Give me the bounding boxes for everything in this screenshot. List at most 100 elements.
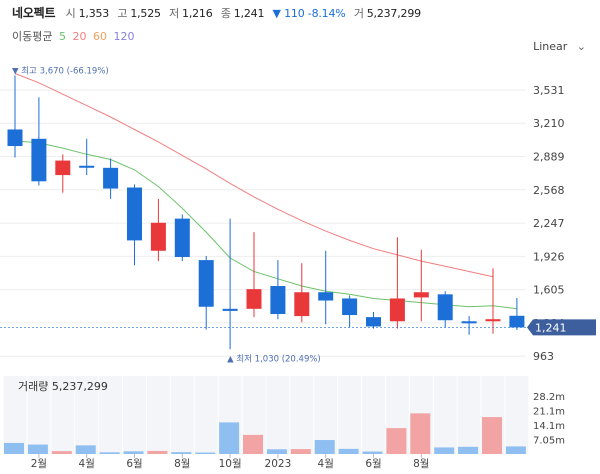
candle — [461, 316, 477, 335]
price-grid — [0, 89, 526, 357]
candle-body — [55, 160, 71, 176]
x-tick-label: 6월 — [365, 458, 381, 470]
candle-body — [222, 308, 238, 311]
volume-band — [290, 376, 314, 454]
volume-axis: 28.2m 21.1m 14.1m 7.05m — [533, 392, 565, 446]
volume-bar — [482, 417, 502, 454]
candle-body — [7, 129, 23, 147]
open-label: 시 — [65, 7, 76, 20]
candle-body — [294, 292, 310, 317]
time-axis: 2월 4월 6월 8월 10월 2023 4월 6월 8월 — [31, 454, 429, 470]
ma-label: 이동평균 — [12, 30, 53, 43]
volume-bar — [75, 445, 96, 454]
candle — [174, 214, 190, 262]
open-value: 1,353 — [78, 7, 110, 20]
candle-body — [79, 165, 95, 168]
candle — [413, 249, 429, 322]
candle — [509, 297, 525, 330]
high-label: 고 — [117, 7, 128, 20]
volume-band — [433, 376, 457, 454]
volume-bar — [386, 428, 407, 454]
ma120-legend[interactable]: 120 — [113, 30, 135, 43]
candle-body — [413, 292, 429, 298]
candle — [246, 232, 262, 318]
low-marker: ▲ 최저 1,030 (20.49%) — [227, 353, 321, 364]
candle — [294, 263, 310, 323]
high-value: 1,525 — [130, 7, 161, 20]
ma20-line — [14, 73, 494, 278]
volume-label: 거 — [353, 7, 364, 20]
volume-bar — [171, 452, 192, 454]
chevron-down-icon: ⌄ — [576, 40, 586, 53]
volume-bar — [362, 451, 383, 454]
candle-body — [127, 187, 142, 241]
candle-body — [270, 286, 286, 315]
candle — [342, 295, 358, 328]
volume-bar — [123, 451, 144, 454]
candle-body — [318, 292, 334, 301]
y-tick-label: 1,926 — [533, 250, 565, 263]
volume-bar — [505, 446, 526, 454]
last-price-tag: 1,241 — [0, 319, 596, 336]
scale-dropdown[interactable]: Linear ⌄ — [533, 40, 586, 53]
candle — [55, 154, 71, 193]
stock-name: 네오펙트 — [12, 6, 56, 20]
volume-tick-label: 28.2m — [533, 392, 565, 403]
y-tick-label: 3,210 — [533, 117, 565, 130]
ma60-legend[interactable]: 60 — [92, 30, 107, 43]
volume-band — [194, 376, 218, 454]
close-value: 1,241 — [233, 7, 265, 20]
volume-band — [266, 376, 290, 454]
volume-band — [146, 376, 170, 454]
x-tick-label: 2023 — [265, 458, 292, 470]
volume-band — [242, 376, 266, 454]
low-label: 저 — [169, 7, 180, 20]
candle-body — [461, 321, 477, 324]
volume-bar — [51, 451, 72, 454]
high-low-markers: ▼ 최고 3,670 (-66.19%) ▲ 최저 1,030 (20.49%) — [12, 66, 321, 365]
x-tick-label: 8월 — [174, 458, 190, 470]
volume-band — [75, 376, 99, 454]
x-tick-label: 8월 — [413, 458, 429, 470]
volume-band — [338, 376, 362, 454]
high-marker: ▼ 최고 3,670 (-66.19%) — [12, 66, 109, 77]
volume-bar — [27, 444, 48, 454]
volume-band — [3, 376, 27, 454]
candle — [31, 97, 47, 186]
x-tick-label: 10월 — [219, 458, 242, 470]
volume-bar — [290, 449, 311, 454]
volume-band — [123, 376, 146, 454]
stock-header: 네오펙트 시 1,353 고 1,525 저 1,216 종 1,241 ▼ 110 -… — [12, 4, 426, 24]
volume-bars — [4, 413, 526, 454]
candle-body — [103, 167, 119, 189]
volume-bar — [219, 422, 240, 454]
y-tick-label: 1,605 — [533, 284, 565, 297]
volume-bar — [410, 413, 431, 454]
y-tick-label: 2,247 — [533, 217, 565, 230]
candle-body — [366, 317, 381, 327]
candle — [270, 260, 286, 320]
y-tick-label: 2,889 — [533, 151, 565, 164]
volume-band — [27, 376, 51, 454]
volume-bar — [99, 452, 120, 454]
volume-bar — [243, 434, 263, 454]
volume-band — [170, 376, 194, 454]
volume-band — [314, 376, 338, 454]
moving-average-legend: 이동평균 5 20 60 120 — [12, 28, 137, 44]
price-axis: 3,5313,2102,8892,5682,2471,9261,6051,284… — [533, 84, 565, 363]
candle — [222, 218, 238, 350]
candle-body — [437, 294, 453, 321]
x-tick-label: 4월 — [318, 458, 334, 470]
change-value: ▼ 110 -8.14% — [272, 7, 346, 20]
volume-bar — [266, 449, 287, 454]
volume-bar — [338, 448, 359, 454]
ma5-legend[interactable]: 5 — [58, 30, 66, 43]
candle — [127, 184, 142, 266]
candles — [7, 75, 525, 350]
candle — [318, 250, 334, 325]
volume-band — [99, 376, 123, 454]
volume-band — [51, 376, 75, 454]
candle-body — [509, 315, 525, 328]
ma20-legend[interactable]: 20 — [72, 30, 87, 43]
